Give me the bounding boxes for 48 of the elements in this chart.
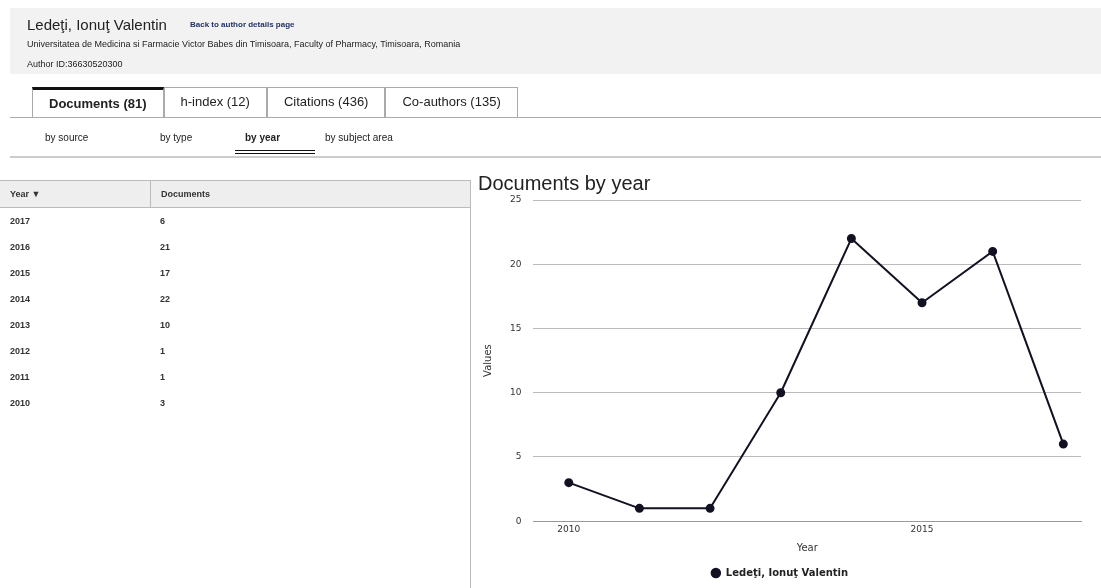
text: 3 [159, 398, 166, 408]
text: 10 [159, 320, 171, 330]
text: 1 [159, 346, 166, 356]
point [564, 478, 574, 488]
text: h-index (12) [163, 87, 267, 118]
text: Documents (81) [32, 87, 164, 118]
text: 6 [159, 216, 166, 226]
text: by year [235, 128, 315, 154]
y-axis-title: Values [481, 344, 493, 377]
text: 2013 [9, 320, 32, 330]
point [634, 503, 644, 513]
legend-label: Ledeţi, Ionuţ Valentin [725, 566, 849, 578]
text: by subject area [324, 131, 394, 145]
text: 2015 [9, 268, 32, 278]
x-axis-title: Year [795, 541, 819, 553]
text: Author ID:36630520300 [27, 59, 123, 69]
text: Documents [160, 189, 211, 199]
point [988, 246, 998, 256]
point [846, 234, 856, 244]
text: Year ▼ [0, 181, 151, 207]
text: 17 [159, 268, 171, 278]
text: 2017 [9, 216, 32, 226]
y-tick-label: 20 [510, 258, 522, 269]
text: by source [44, 131, 90, 145]
chart-title: Documents by year [478, 171, 651, 194]
text: 2012 [9, 346, 32, 356]
y-tick-label: 0 [515, 515, 522, 526]
text: 2011 [9, 372, 31, 382]
point [917, 298, 927, 308]
y-tick-label: 5 [515, 451, 522, 462]
text: Ledeţi, Ionuţ Valentin [27, 16, 167, 33]
text: Citations (436) [266, 87, 386, 118]
text: 21 [159, 242, 171, 252]
text: 2016 [9, 242, 32, 252]
y-tick-label: 15 [510, 322, 522, 333]
text: Back to author details page [190, 20, 295, 29]
point [705, 503, 715, 513]
point [1058, 439, 1068, 449]
text: 22 [159, 294, 171, 304]
text: 1 [159, 372, 166, 382]
y-tick-label: 25 [510, 194, 522, 205]
text: Co-authors (135) [385, 87, 518, 118]
point [776, 388, 786, 398]
text: 2014 [9, 294, 32, 304]
text: by type [159, 131, 194, 145]
y-tick-label: 10 [510, 387, 522, 398]
text: Universitatea de Medicina si Farmacie Victor Babes din Timisoara, Faculty of Pharmacy, Timisoara, Romania [27, 39, 461, 49]
text: 2010 [9, 398, 32, 408]
